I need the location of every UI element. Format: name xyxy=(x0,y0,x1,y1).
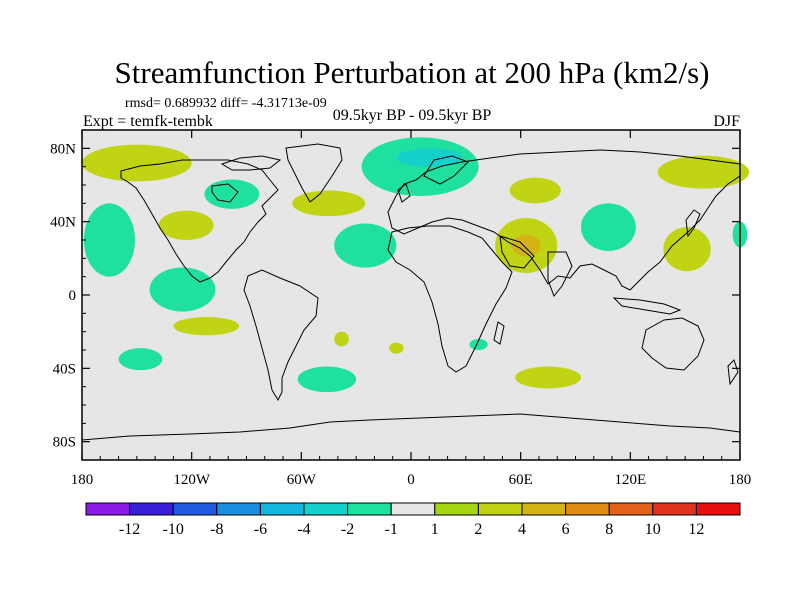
coast-new-zealand xyxy=(727,359,739,386)
center-label: 09.5kyr BP - 09.5kyr BP xyxy=(333,107,492,124)
subtitle-rmsd: rmsd= 0.689932 diff= -4.31713e-09 xyxy=(125,96,327,111)
coast-britain xyxy=(397,183,411,203)
coast-japan xyxy=(685,209,701,238)
anomaly-region-3 xyxy=(396,148,463,167)
anomaly-region-11 xyxy=(511,234,541,257)
colorbar-label-1: -10 xyxy=(163,521,184,538)
coast-south-america xyxy=(243,269,319,402)
colorbar-swatch-8 xyxy=(434,502,479,516)
coastlines xyxy=(81,143,741,441)
anomaly-region-22 xyxy=(515,366,581,389)
colorbar-swatch-14 xyxy=(695,502,741,516)
x-tick-label-1: 120W xyxy=(173,472,211,488)
anomaly-region-15 xyxy=(149,267,216,312)
anomaly-region-7 xyxy=(83,203,136,277)
colorbar-label-12: 10 xyxy=(645,521,661,538)
anomaly-region-2 xyxy=(361,137,479,197)
colorbar-label-13: 12 xyxy=(688,521,704,538)
anomaly-region-19 xyxy=(469,339,488,350)
coast-eurasia xyxy=(387,149,741,291)
anomaly-layer xyxy=(82,137,750,393)
anomaly-region-0 xyxy=(82,144,192,182)
colorbar-label-2: -8 xyxy=(210,521,223,538)
x-tick-label-5: 120E xyxy=(614,472,646,488)
x-tick-label-0: 180 xyxy=(71,472,94,488)
anomaly-region-20 xyxy=(118,348,163,371)
x-ticks: 180 120W 60W 0 60E 120E 180 xyxy=(71,130,752,488)
coast-greenland xyxy=(285,143,343,203)
colorbar-swatch-12 xyxy=(608,502,654,516)
coast-africa xyxy=(387,225,513,373)
y-tick-label-0: 80N xyxy=(50,141,76,157)
colorbar-label-3: -6 xyxy=(254,521,267,538)
map-plot: 80N 40N 0 40S 80S 180 120W 60W 0 60E 120E 180 xyxy=(50,129,752,488)
colorbar: -12 -10 -8 -6 -4 -2 -1 1 2 4 6 8 10 12 xyxy=(85,502,741,538)
colorbar-swatch-11 xyxy=(565,502,610,516)
coast-indonesia xyxy=(612,297,682,315)
y-tick-label-1: 40N xyxy=(50,215,76,231)
x-tick-label-6: 180 xyxy=(729,472,752,488)
x-tick-label-2: 60W xyxy=(287,472,317,488)
y-ticks: 80N 40N 0 40S 80S xyxy=(50,141,740,451)
coast-arctic-islands xyxy=(220,155,282,171)
colorbar-label-11: 8 xyxy=(605,521,613,538)
colorbar-swatch-0 xyxy=(85,502,131,516)
coast-arabia xyxy=(499,235,535,269)
colorbar-label-6: -1 xyxy=(385,521,398,538)
anomaly-region-9 xyxy=(334,223,397,268)
coast-antarctica xyxy=(81,413,741,441)
coast-scandinavia xyxy=(423,155,469,185)
colorbar-label-9: 4 xyxy=(518,521,526,538)
coast-india xyxy=(547,251,573,297)
colorbar-label-4: -4 xyxy=(297,521,310,538)
anomaly-region-12 xyxy=(580,203,636,252)
chart-title: Streamfunction Perturbation at 200 hPa (… xyxy=(115,55,710,90)
x-tick-label-3: 0 xyxy=(407,472,415,488)
y-tick-label-3: 40S xyxy=(53,361,76,377)
colorbar-swatch-2 xyxy=(172,502,218,516)
anomaly-region-13 xyxy=(663,227,711,272)
anomaly-region-8 xyxy=(158,210,214,240)
anomaly-region-21 xyxy=(297,366,357,393)
colorbar-swatch-5 xyxy=(303,502,349,516)
anomaly-region-6 xyxy=(509,177,561,204)
colorbar-label-8: 2 xyxy=(474,521,482,538)
colorbar-swatch-7 xyxy=(390,502,436,516)
colorbar-swatch-3 xyxy=(216,502,261,516)
colorbar-swatch-9 xyxy=(477,502,523,516)
y-tick-label-4: 80S xyxy=(53,435,76,451)
anomaly-region-4 xyxy=(204,179,260,209)
colorbar-swatch-13 xyxy=(652,502,697,516)
season-label: DJF xyxy=(713,113,740,130)
colorbar-label-10: 6 xyxy=(562,521,570,538)
colorbar-label-0: -12 xyxy=(119,521,140,538)
coast-hudson-bay xyxy=(211,183,239,203)
anomaly-region-5 xyxy=(292,190,366,217)
colorbar-swatch-4 xyxy=(259,502,305,516)
coast-australia xyxy=(641,317,705,371)
coast-madagascar xyxy=(493,321,505,345)
anomaly-region-18 xyxy=(389,342,404,354)
x-tick-label-4: 60E xyxy=(509,472,533,488)
expt-label: Expt = temfk-tembk xyxy=(83,113,213,130)
colorbar-swatch-6 xyxy=(347,502,392,516)
colorbar-swatch-10 xyxy=(521,502,567,516)
anomaly-region-1 xyxy=(657,155,750,189)
anomaly-region-17 xyxy=(334,331,349,347)
colorbar-swatch-1 xyxy=(129,502,174,516)
colorbar-label-7: 1 xyxy=(431,521,439,538)
anomaly-region-16 xyxy=(173,317,240,336)
colorbar-label-5: -2 xyxy=(341,521,354,538)
y-tick-label-2: 0 xyxy=(69,288,77,304)
